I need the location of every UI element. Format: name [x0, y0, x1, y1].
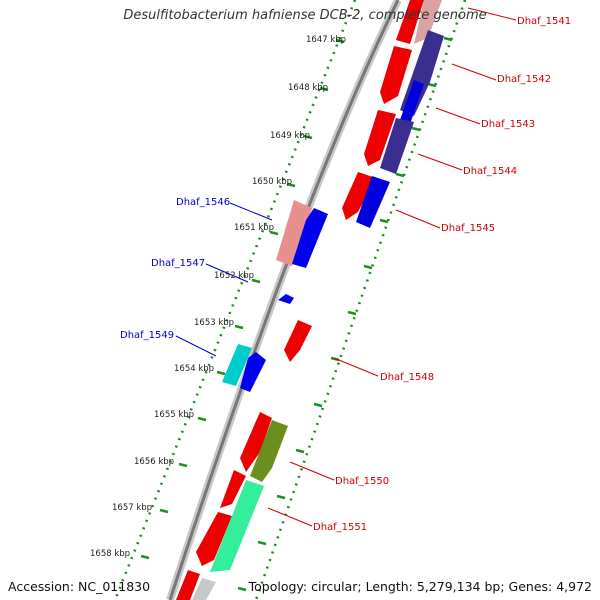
- gene-dhaf-1549[interactable]: [240, 352, 266, 392]
- outer-tick-track: [113, 0, 467, 600]
- gene-label-dhaf-1547[interactable]: Dhaf_1547: [151, 258, 205, 269]
- scale-label: 1656 kbp: [134, 457, 174, 467]
- gene-dhaf-1547[interactable]: [278, 294, 294, 304]
- scale-label: 1653 kbp: [194, 318, 234, 328]
- accession-text: Accession: NC_011830: [8, 579, 151, 594]
- topology-text: Topology: circular; Length: 5,279,134 bp…: [248, 579, 592, 594]
- label-leaders-right: [267, 7, 517, 527]
- gene-dhaf-1551[interactable]: [210, 480, 264, 572]
- scale-label: 1657 kbp: [112, 503, 152, 513]
- gene-label-dhaf-1544[interactable]: Dhaf_1544: [463, 166, 517, 177]
- label-leaders-left: [175, 202, 273, 357]
- scale-label: 1655 kbp: [154, 410, 194, 420]
- gene-dhaf-1549-cyan[interactable]: [222, 344, 252, 386]
- gene-label-dhaf-1551[interactable]: Dhaf_1551: [313, 522, 367, 533]
- gene-grey-bottom[interactable]: [192, 578, 216, 600]
- gene-label-dhaf-1541[interactable]: Dhaf_1541: [517, 16, 571, 27]
- gene-label-dhaf-1542[interactable]: Dhaf_1542: [497, 74, 551, 85]
- scale-ticks: [140, 36, 453, 592]
- gene-dhaf-1544-red[interactable]: [364, 110, 396, 166]
- gene-red-bottom[interactable]: [176, 570, 200, 600]
- gene-dhaf-1551-red[interactable]: [196, 512, 232, 566]
- gene-dhaf-1546-pink[interactable]: [276, 200, 312, 266]
- scale-label: 1648 kbp: [288, 83, 328, 93]
- gene-labels-left: Dhaf_1546 Dhaf_1547 Dhaf_1549: [120, 197, 230, 341]
- forward-genes: [176, 0, 444, 600]
- gene-label-dhaf-1548[interactable]: Dhaf_1548: [380, 372, 434, 383]
- gene-dhaf-1541[interactable]: [396, 0, 424, 44]
- scale-label: 1652 kbp: [214, 271, 254, 281]
- gene-dhaf-1542-red[interactable]: [380, 46, 412, 104]
- gene-label-dhaf-1543[interactable]: Dhaf_1543: [481, 119, 535, 130]
- gene-dhaf-1550-red-b[interactable]: [220, 470, 246, 508]
- scale-label: 1658 kbp: [90, 549, 130, 559]
- gene-label-dhaf-1550[interactable]: Dhaf_1550: [335, 476, 389, 487]
- gene-label-dhaf-1545[interactable]: Dhaf_1545: [441, 223, 495, 234]
- gene-dhaf-1541-grey[interactable]: [414, 0, 442, 44]
- reverse-genes: [222, 200, 328, 392]
- gene-dhaf-1545-red[interactable]: [342, 172, 376, 220]
- gene-dhaf-1546[interactable]: [292, 208, 328, 268]
- gene-dhaf-1548[interactable]: [284, 320, 312, 362]
- scale-label: 1650 kbp: [252, 177, 292, 187]
- gene-dhaf-1544[interactable]: [380, 118, 414, 174]
- scale-label: 1654 kbp: [174, 364, 214, 374]
- scale-label: 1651 kbp: [234, 223, 274, 233]
- scale-label: 1647 kbp: [306, 35, 346, 45]
- gene-dhaf-1550[interactable]: [250, 420, 288, 482]
- gene-labels-right: Dhaf_1541 Dhaf_1542 Dhaf_1543 Dhaf_1544 …: [313, 16, 571, 533]
- gene-dhaf-1543[interactable]: [400, 80, 424, 124]
- gene-dhaf-1545[interactable]: [356, 176, 390, 228]
- map-title: Desulfitobacterium hafniense DCB-2, comp…: [123, 8, 487, 23]
- scale-labels: 1647 kbp 1648 kbp 1649 kbp 1650 kbp 1651…: [90, 35, 346, 559]
- scale-label: 1649 kbp: [270, 131, 310, 141]
- gene-label-dhaf-1546[interactable]: Dhaf_1546: [176, 197, 230, 208]
- gene-dhaf-1550-red-a[interactable]: [240, 412, 272, 472]
- gene-label-dhaf-1549[interactable]: Dhaf_1549: [120, 330, 174, 341]
